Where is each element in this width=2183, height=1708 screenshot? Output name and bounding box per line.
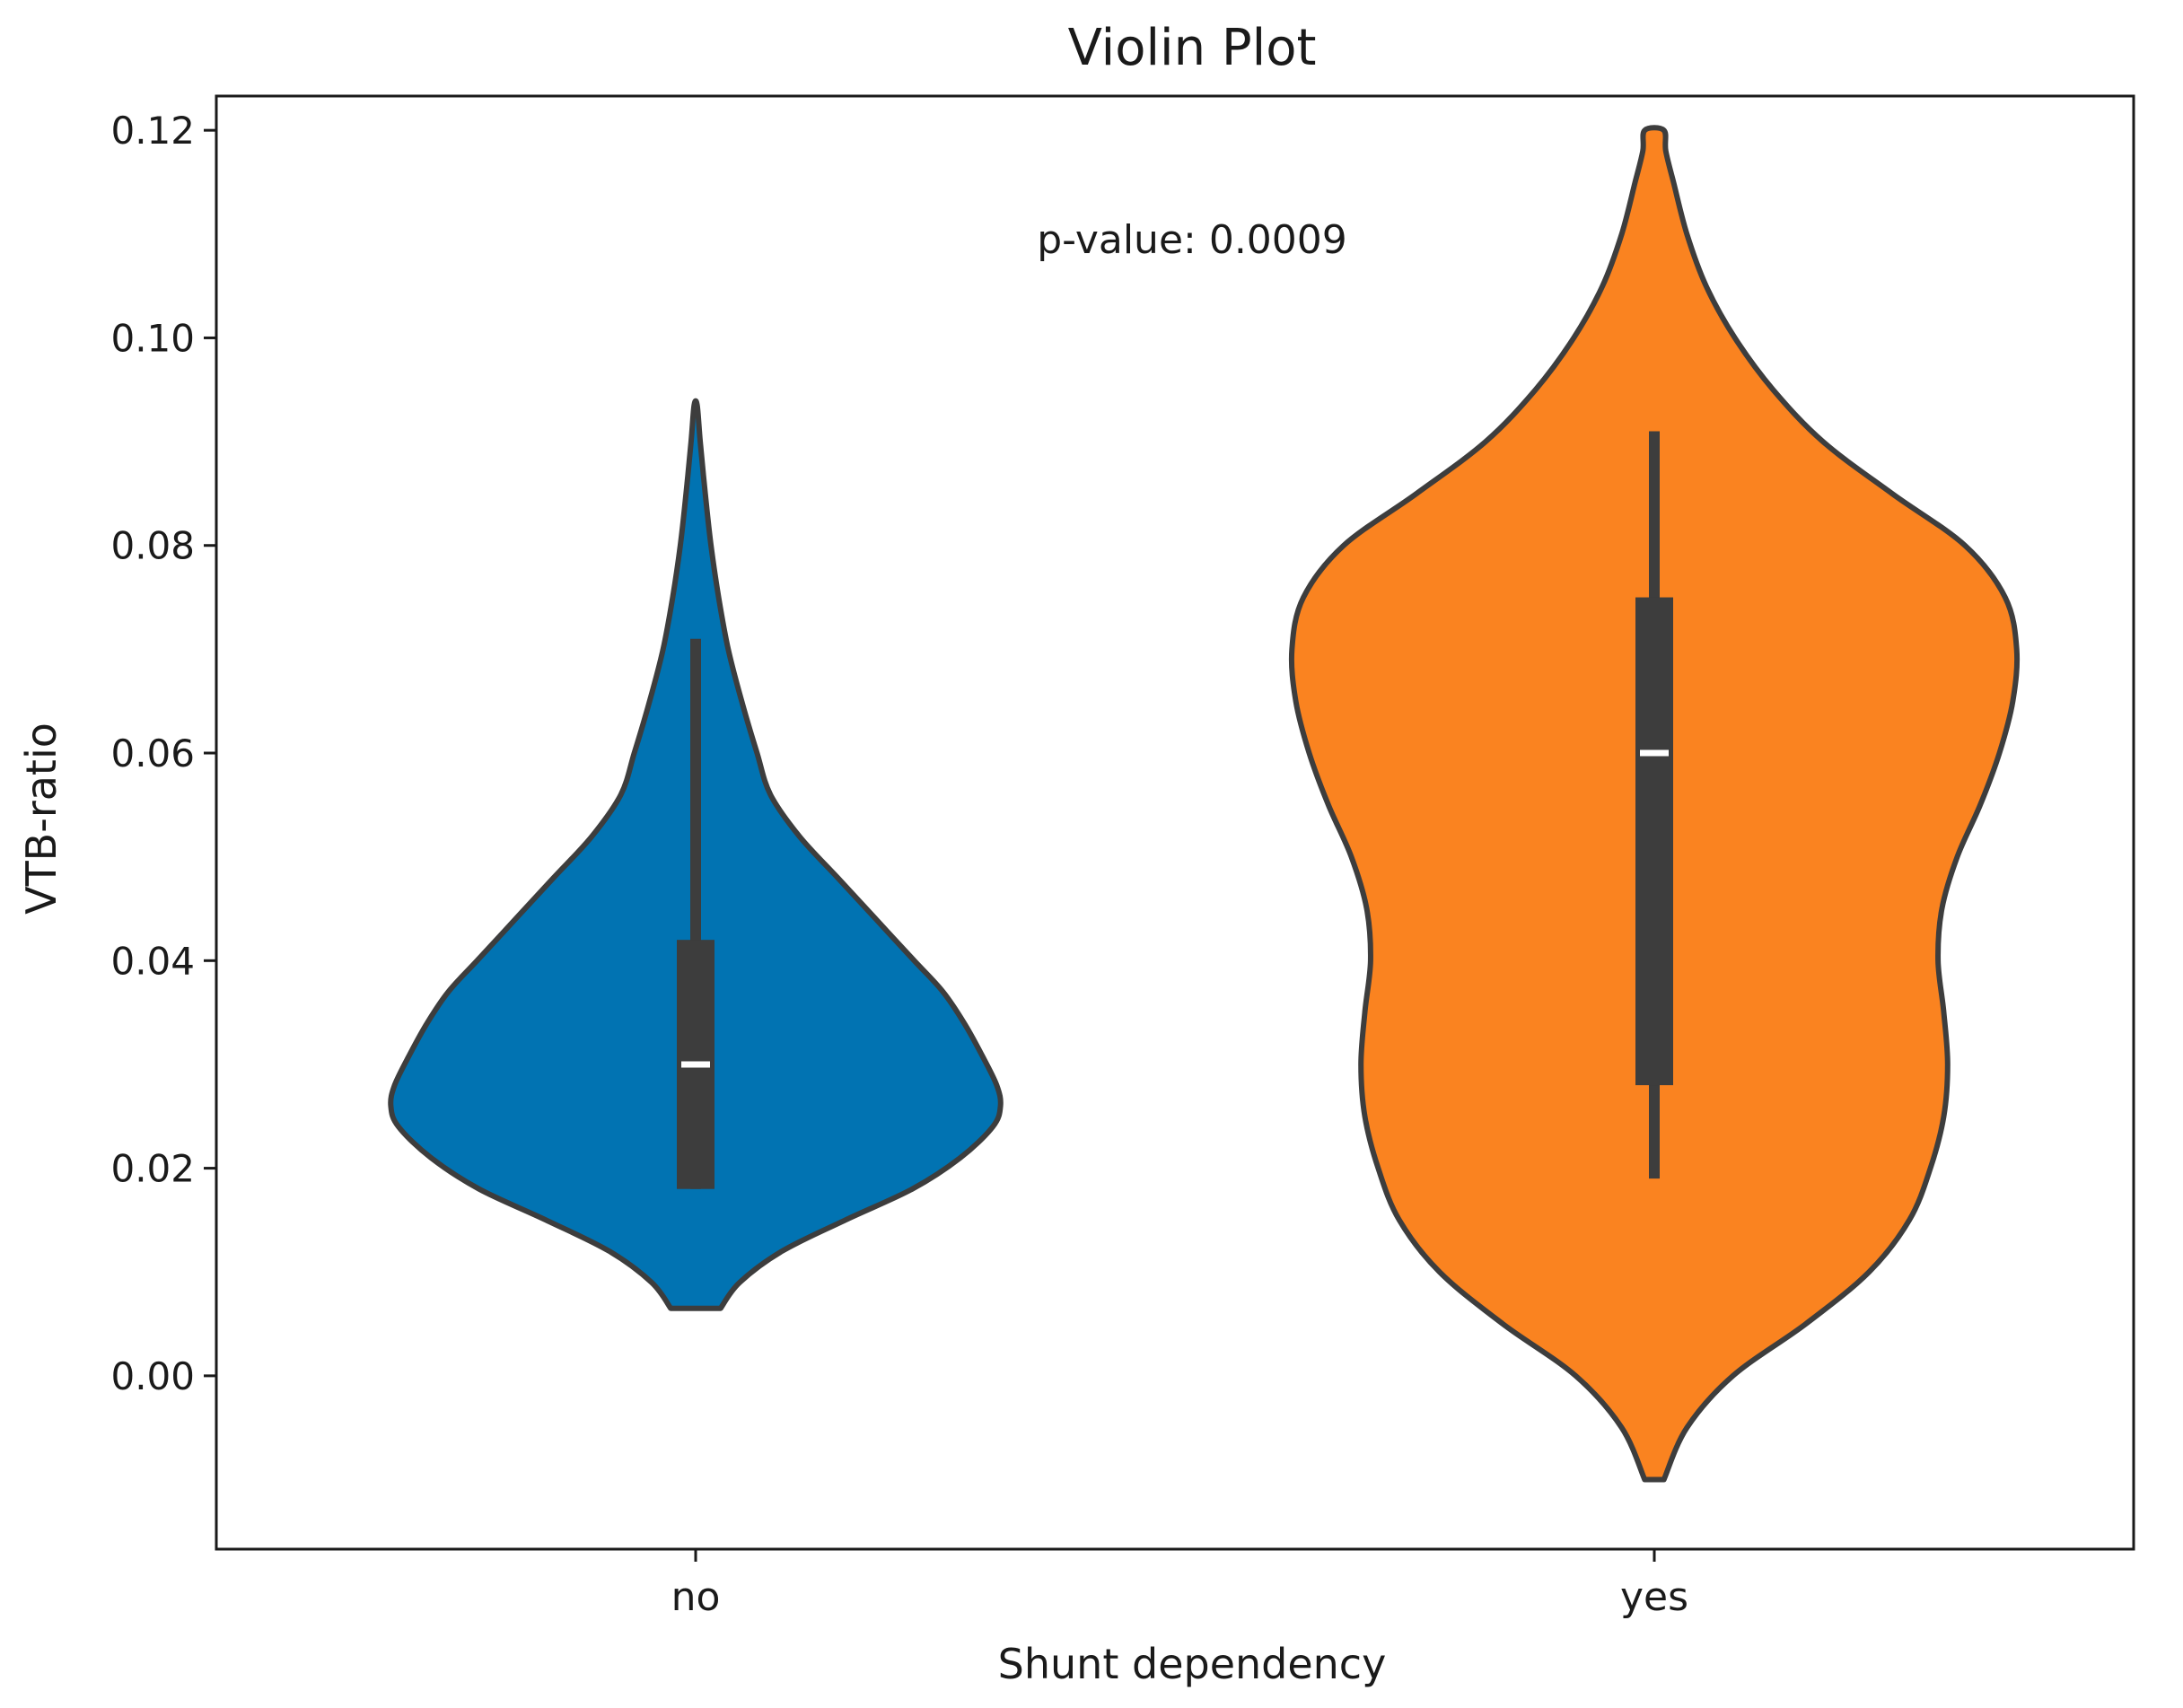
y-axis-label: VTB-ratio	[17, 723, 66, 915]
violin-yes	[1288, 125, 2021, 1483]
p-value-annotation: p-value: 0.0009	[1037, 217, 1347, 263]
iqr-box-yes	[1635, 597, 1673, 1086]
x-tick-label: yes	[1620, 1574, 1688, 1620]
y-tick-label: 0.06	[110, 731, 195, 775]
plot-frame	[215, 94, 2135, 1551]
y-axis: 0.00 0.02 0.04 0.06 0.08 0.10 0.12	[110, 109, 216, 1398]
y-tick-label: 0.12	[110, 109, 195, 153]
chart-title: Violin Plot	[1068, 19, 1317, 77]
x-axis: no yes	[671, 1549, 1688, 1620]
x-axis-label: Shunt dependency	[998, 1640, 1387, 1688]
violin-no	[388, 398, 1004, 1311]
y-tick-label: 0.00	[110, 1354, 195, 1398]
x-tick-label: no	[671, 1574, 721, 1620]
y-tick-label: 0.04	[110, 939, 195, 983]
y-tick-label: 0.10	[110, 316, 195, 360]
y-tick-label: 0.02	[110, 1147, 195, 1191]
violins-layer	[388, 125, 2021, 1483]
y-tick-label: 0.08	[110, 524, 195, 568]
